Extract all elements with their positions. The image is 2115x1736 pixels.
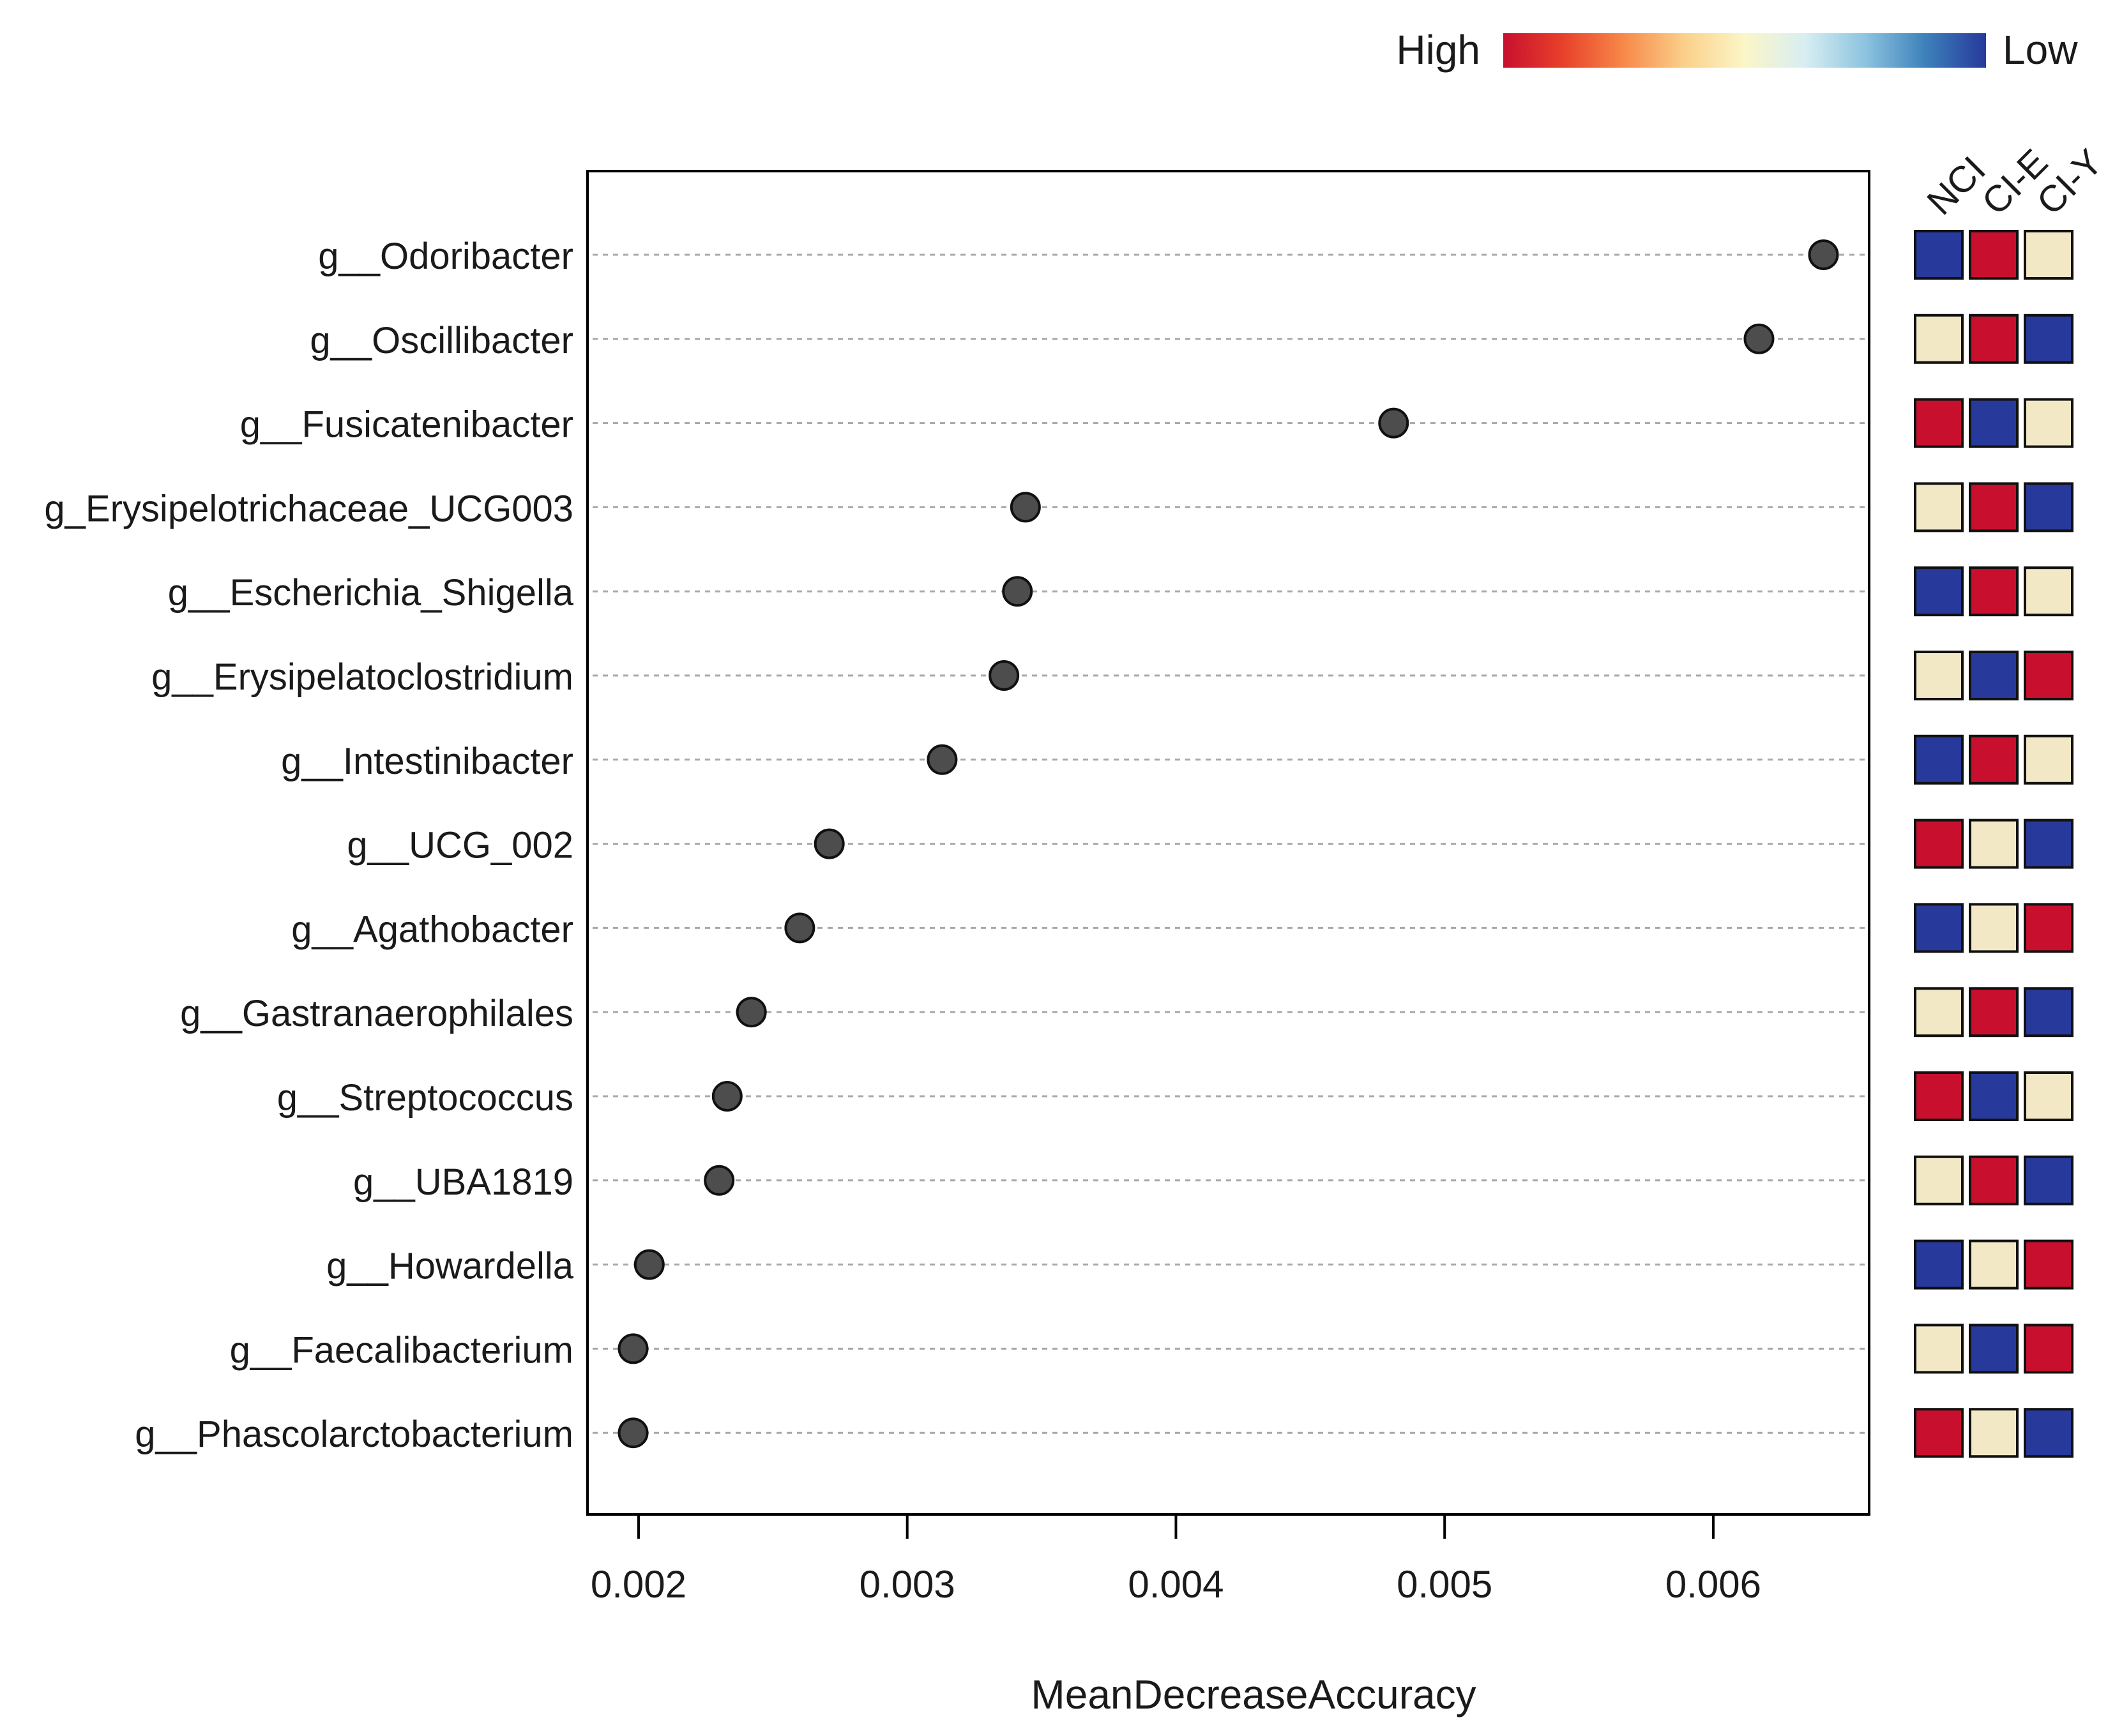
heatmap-cell <box>2024 1071 2073 1121</box>
y-tick-label: g__Howardella <box>326 1246 574 1287</box>
legend-high-label: High <box>1396 27 1480 73</box>
color-legend: High Low <box>1396 27 2078 73</box>
y-tick-label: g__Oscillibacter <box>310 320 573 361</box>
x-tick-label: 0.003 <box>860 1563 955 1606</box>
heatmap-cell <box>1969 398 2019 448</box>
data-point <box>618 1417 649 1449</box>
heatmap-cell <box>1969 903 2019 953</box>
data-point <box>1378 407 1409 439</box>
heatmap-cell <box>1969 230 2019 280</box>
y-tick-label: g__Escherichia_Shigella <box>168 572 574 614</box>
heatmap-cell <box>1969 566 2019 617</box>
heatmap-cell <box>2024 566 2073 617</box>
x-tick-label: 0.005 <box>1397 1563 1492 1606</box>
x-axis: 0.002 0.003 0.004 0.005 0.006 <box>591 1513 1761 1606</box>
x-axis-title: MeanDecreaseAccuracy <box>1031 1672 1476 1717</box>
y-tick-label: g_Erysipelotrichaceae_UCG003 <box>44 488 573 529</box>
x-tick-label: 0.004 <box>1128 1563 1224 1606</box>
heatmap-cell <box>1914 482 1964 532</box>
data-point <box>618 1333 649 1364</box>
heatmap-cell <box>2024 734 2073 785</box>
data-point <box>927 744 958 775</box>
heatmap-cell <box>1969 1324 2019 1374</box>
heatmap-cell <box>2024 313 2073 364</box>
y-tick-label: g__UCG_002 <box>347 825 573 866</box>
y-tick-label: g__Agathobacter <box>291 909 573 950</box>
x-tick-label: 0.006 <box>1665 1563 1761 1606</box>
data-point <box>989 660 1020 691</box>
heatmap-cell <box>1914 734 1964 785</box>
heatmap-cell <box>1969 482 2019 532</box>
heatmap-cell <box>2024 482 2073 532</box>
y-axis-labels: g__Odoribacter g__Oscillibacter g__Fusicat… <box>44 236 573 1455</box>
heatmap-cell <box>1969 1071 2019 1121</box>
group-heatmap <box>1914 230 2073 1458</box>
data-point <box>1010 492 1041 523</box>
heatmap-cell <box>1969 1239 2019 1290</box>
data-point <box>736 997 767 1028</box>
data-point <box>814 828 845 859</box>
gridlines <box>593 253 1869 1434</box>
data-point <box>1002 576 1033 607</box>
heatmap-cell <box>1914 987 1964 1038</box>
legend-low-label: Low <box>2003 27 2078 73</box>
y-tick-label: g__Erysipelatoclostridium <box>151 656 573 698</box>
heatmap-cell <box>1969 1155 2019 1205</box>
y-tick-label: g__UBA1819 <box>353 1161 573 1203</box>
heatmap-cell <box>1914 1239 1964 1290</box>
data-point <box>1808 239 1839 270</box>
data-point <box>784 912 815 944</box>
heatmap-cell <box>2024 987 2073 1038</box>
y-tick-label: g__Streptococcus <box>277 1077 573 1119</box>
data-point <box>1743 323 1775 354</box>
heatmap-cell <box>1914 1071 1964 1121</box>
legend-gradient-bar <box>1503 33 1986 68</box>
heatmap-column-header: CI-Y <box>2029 141 2111 223</box>
heatmap-cell <box>1969 734 2019 785</box>
heatmap-cell <box>1914 1408 1964 1458</box>
heatmap-cell <box>2024 1408 2073 1458</box>
heatmap-cell <box>2024 651 2073 700</box>
heatmap-cell <box>1914 1155 1964 1205</box>
heatmap-cell <box>1969 651 2019 700</box>
heatmap-cell <box>1914 313 1964 364</box>
y-tick-label: g__Intestinibacter <box>281 741 573 782</box>
heatmap-cell <box>1914 903 1964 953</box>
heatmap-cell <box>1914 1324 1964 1374</box>
x-tick-label: 0.002 <box>591 1563 686 1606</box>
y-tick-label: g__Faecalibacterium <box>230 1329 573 1371</box>
heatmap-cell <box>1914 398 1964 448</box>
y-tick-label: g__Fusicatenibacter <box>240 404 573 446</box>
heatmap-cell <box>2024 903 2073 953</box>
heatmap-cell <box>2024 398 2073 448</box>
heatmap-cell <box>1969 987 2019 1038</box>
heatmap-cell <box>1914 651 1964 700</box>
y-tick-label: g__Gastranaerophilales <box>180 993 573 1034</box>
heatmap-cell <box>2024 1155 2073 1205</box>
plot-frame <box>586 170 1870 1516</box>
heatmap-cell <box>1969 313 2019 364</box>
heatmap-cell <box>1914 819 1964 869</box>
data-point <box>704 1165 735 1196</box>
heatmap-cell <box>1914 230 1964 280</box>
heatmap-cell <box>2024 230 2073 280</box>
heatmap-cell <box>1969 819 2019 869</box>
y-tick-label: g__Phascolarctobacterium <box>135 1414 573 1455</box>
heatmap-cell <box>2024 1324 2073 1374</box>
data-point <box>633 1249 665 1280</box>
heatmap-cell <box>2024 819 2073 869</box>
heatmap-cell <box>1969 1408 2019 1458</box>
y-tick-label: g__Odoribacter <box>318 236 573 277</box>
data-points <box>618 239 1839 1449</box>
heatmap-cell <box>1914 566 1964 617</box>
heatmap-cell <box>2024 1239 2073 1290</box>
data-point <box>711 1081 743 1112</box>
